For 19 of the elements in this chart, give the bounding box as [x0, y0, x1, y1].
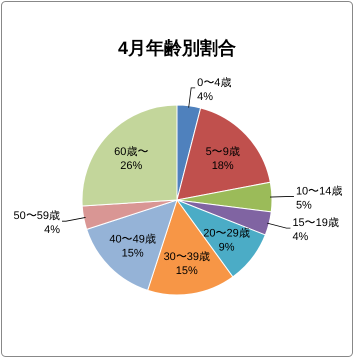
- slice-label: 15〜19歳: [292, 216, 339, 230]
- slice-label: 30〜39歳: [164, 250, 210, 263]
- slice-label: 5〜9歳: [206, 145, 240, 158]
- slice-label: 20〜29歳: [203, 226, 250, 240]
- data-label: 4%: [197, 90, 214, 103]
- data-label: 9%: [218, 241, 235, 254]
- data-label: 15%: [176, 264, 198, 277]
- chart-title: 4月年齢別割合: [118, 38, 236, 58]
- data-label: 15%: [122, 247, 144, 260]
- slice-label: 40〜49歳: [109, 232, 156, 246]
- data-label: 5%: [296, 199, 312, 212]
- data-label: 4%: [44, 224, 60, 236]
- slice-label: 60歳〜: [114, 145, 148, 158]
- data-label: 26%: [120, 160, 143, 172]
- slice-label: 50〜59歳: [14, 209, 60, 222]
- data-label: 4%: [292, 231, 309, 244]
- slice-label: 0〜4歳: [197, 76, 232, 89]
- slice-label: 10〜14歳: [296, 184, 342, 198]
- data-label: 18%: [212, 160, 234, 172]
